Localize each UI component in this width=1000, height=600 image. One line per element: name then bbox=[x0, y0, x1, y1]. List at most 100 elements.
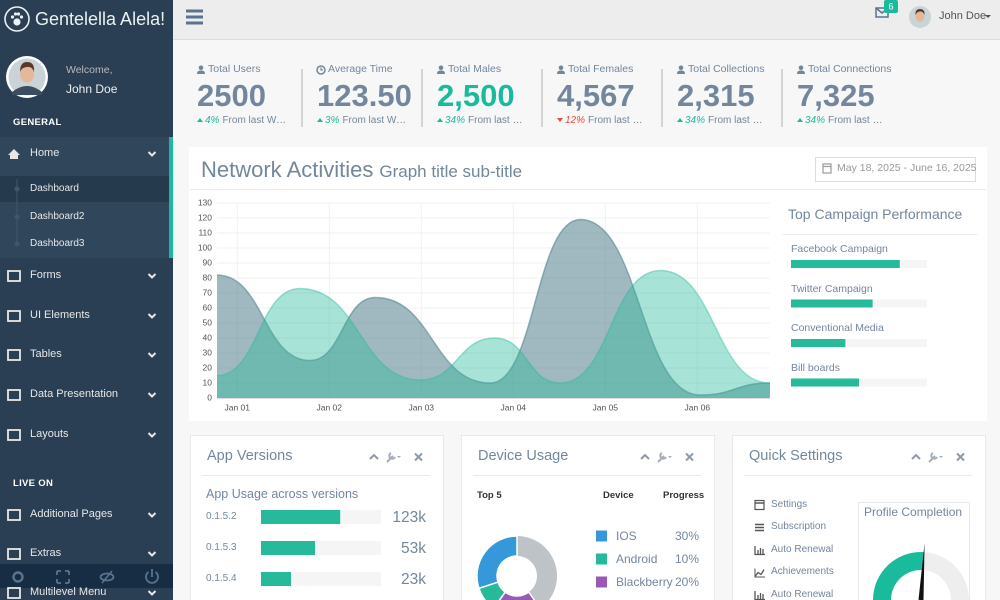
menu-item[interactable]: Extras bbox=[30, 547, 62, 560]
chevron[interactable] bbox=[147, 151, 157, 157]
top-user[interactable]: John Doe bbox=[939, 10, 987, 23]
submenu-active bbox=[0, 176, 169, 202]
progress-bar bbox=[261, 510, 341, 524]
progress-bar bbox=[261, 541, 315, 555]
menu-item[interactable]: Multilevel Menu bbox=[30, 586, 107, 599]
device-value: 20% bbox=[675, 574, 700, 589]
user-name: John Doe bbox=[66, 81, 118, 96]
avatar-shirt bbox=[12, 86, 42, 95]
collapse-icon[interactable] bbox=[640, 453, 650, 460]
menu-icon bbox=[8, 149, 20, 159]
donut-slice bbox=[478, 581, 507, 600]
notification-count: 6 bbox=[888, 1, 893, 11]
collapse-icon[interactable] bbox=[369, 453, 379, 460]
campaign-label: Conventional Media bbox=[791, 322, 884, 335]
menu-toggle[interactable] bbox=[186, 21, 203, 25]
menu-toggle[interactable] bbox=[186, 9, 203, 13]
panel-title: Device Usage bbox=[478, 448, 569, 464]
menu-item[interactable]: Additional Pages bbox=[30, 508, 113, 521]
version-count: 53k bbox=[401, 540, 426, 558]
stat-icon-body bbox=[437, 70, 445, 74]
submenu-item[interactable]: Dashboard2 bbox=[30, 210, 85, 222]
stat-icon-body bbox=[197, 70, 205, 74]
setting-item[interactable]: Auto Renewal bbox=[771, 588, 834, 600]
y-tick-label: 100 bbox=[198, 242, 212, 252]
footer-icon-lock[interactable] bbox=[99, 572, 115, 582]
top-avatar-face bbox=[915, 10, 925, 22]
settings-icon[interactable] bbox=[386, 452, 396, 463]
stat-change: 34% bbox=[685, 115, 706, 126]
area bbox=[217, 219, 770, 398]
chevron[interactable] bbox=[147, 273, 157, 279]
setting-item[interactable]: Achievements bbox=[771, 566, 834, 578]
brand-logo-toe bbox=[19, 15, 24, 19]
settings-icon[interactable] bbox=[657, 452, 667, 463]
setting-icon bbox=[754, 569, 765, 577]
stat-footer: 34%From last Week bbox=[797, 114, 889, 127]
chevron[interactable] bbox=[147, 352, 157, 358]
setting-item[interactable]: Auto Renewal bbox=[771, 543, 834, 555]
chevron[interactable] bbox=[147, 432, 157, 438]
date-picker[interactable] bbox=[815, 157, 976, 182]
campaign-label: Facebook Campaign bbox=[791, 243, 888, 256]
close-icon[interactable] bbox=[956, 452, 965, 462]
x-tick-label: Jan 06 bbox=[685, 402, 711, 412]
menu-toggle[interactable] bbox=[186, 15, 203, 19]
stat-icon bbox=[558, 65, 564, 71]
close-icon[interactable] bbox=[685, 452, 694, 462]
menu-item[interactable]: Data Presentation bbox=[30, 388, 119, 401]
chevron[interactable] bbox=[147, 590, 157, 596]
submenu-item[interactable]: Dashboard bbox=[30, 182, 79, 194]
menu-item[interactable]: Forms bbox=[30, 269, 62, 282]
profile-title: Profile Completion bbox=[864, 504, 963, 519]
chevron[interactable] bbox=[147, 551, 157, 557]
x-tick-label: Jan 05 bbox=[593, 402, 619, 412]
avatar-hair bbox=[20, 62, 35, 72]
submenu-dot bbox=[14, 214, 20, 220]
menu-item[interactable]: Home bbox=[30, 147, 60, 160]
stat-footer: 3% From last Week bbox=[317, 114, 409, 127]
panel-title: Quick Settings bbox=[749, 448, 843, 464]
version-count: 123k bbox=[392, 509, 426, 527]
stat-value: 7,325 bbox=[797, 77, 875, 113]
chevron[interactable] bbox=[147, 512, 157, 518]
notification-badge bbox=[884, 0, 898, 13]
menu-item[interactable]: Layouts bbox=[30, 428, 69, 441]
menu-item[interactable]: UI Elements bbox=[30, 309, 90, 322]
progress-bar bbox=[791, 260, 900, 268]
footer-icon-fullscreen[interactable] bbox=[56, 570, 70, 584]
area-line bbox=[216, 269, 771, 384]
trend-arrow bbox=[677, 117, 683, 122]
y-tick-label: 0 bbox=[207, 392, 212, 402]
stat-value: 4,567 bbox=[557, 77, 635, 113]
y-tick-label: 10 bbox=[203, 377, 213, 387]
stat-footer: 4% From last Week bbox=[197, 114, 289, 127]
menu-item[interactable]: Tables bbox=[30, 348, 62, 361]
x-tick-label: Jan 04 bbox=[501, 402, 527, 412]
chevron[interactable] bbox=[147, 392, 157, 398]
footer-icon-settings bbox=[12, 571, 24, 583]
y-tick-label: 60 bbox=[203, 302, 213, 312]
date-range[interactable]: May 18, 2025 - June 16, 2025 bbox=[837, 162, 977, 175]
stat-footer: 34%From last Week bbox=[437, 114, 529, 127]
stat-change: 12% bbox=[565, 115, 586, 126]
close-icon[interactable] bbox=[414, 452, 423, 462]
collapse-icon[interactable] bbox=[911, 453, 921, 460]
footer-icon-logout[interactable] bbox=[145, 569, 159, 584]
setting-item[interactable]: Subscription bbox=[771, 521, 827, 533]
stat-icon bbox=[798, 65, 804, 71]
setting-item[interactable]: Settings bbox=[771, 498, 808, 510]
brand-logo-toe bbox=[13, 12, 18, 16]
progress-bar bbox=[791, 378, 859, 387]
stat-value: 2,315 bbox=[677, 77, 755, 113]
stat-value: 2500 bbox=[197, 77, 266, 113]
stat-icon-body bbox=[677, 70, 685, 74]
brand-logo-toe bbox=[10, 15, 15, 19]
progress-track bbox=[791, 339, 927, 347]
chevron[interactable] bbox=[147, 313, 157, 319]
settings-icon[interactable] bbox=[928, 452, 938, 463]
submenu-item[interactable]: Dashboard3 bbox=[30, 237, 85, 249]
setting-icon-axis bbox=[754, 568, 765, 578]
